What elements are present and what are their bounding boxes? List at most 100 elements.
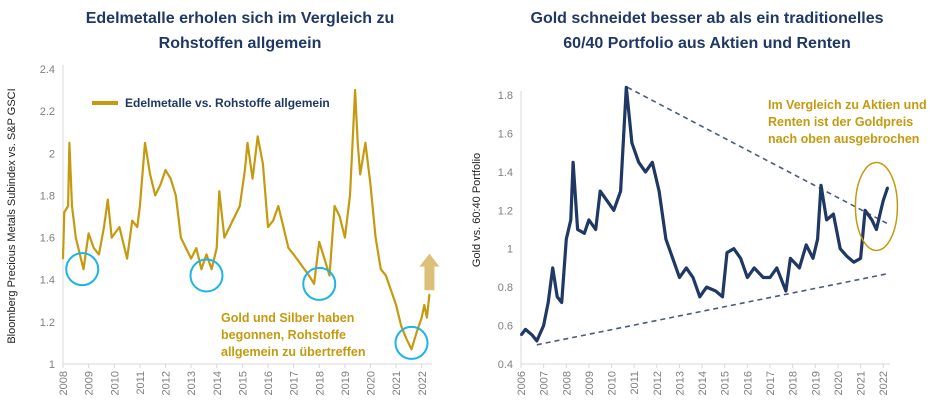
data-point (390, 289, 392, 292)
data-point (344, 236, 346, 239)
trendline (627, 86, 889, 225)
data-point (678, 276, 681, 279)
data-point (292, 253, 295, 256)
x-tick-label: 2022 (417, 371, 429, 395)
x-tick-label: 2006 (516, 371, 528, 395)
highlight-ellipse (854, 161, 899, 252)
data-point (685, 267, 688, 269)
data-point (769, 276, 771, 279)
data-point (62, 257, 64, 260)
data-point (144, 141, 146, 144)
data-point (859, 257, 862, 260)
data-point (369, 184, 372, 186)
x-tick-label: 2016 (263, 371, 275, 395)
annotation-line3: allgemein zu übertreffen (221, 345, 365, 359)
data-point (395, 304, 397, 306)
x-tick-label: 2009 (84, 371, 96, 395)
data-point (570, 219, 572, 221)
data-point (282, 226, 285, 228)
data-point (356, 141, 359, 144)
y-tick-label: 1.4 (498, 167, 513, 179)
data-point (239, 205, 241, 207)
data-point (846, 255, 848, 258)
x-tick-label: 2010 (607, 371, 619, 395)
data-point (714, 290, 717, 292)
data-point (262, 163, 264, 165)
legend-label: Edelmetalle vs. Rohstoffe allgemein (125, 96, 330, 110)
x-tick-label: 2022 (878, 371, 890, 395)
data-point (98, 253, 100, 256)
x-tick-label: 2021 (391, 371, 403, 395)
x-tick-label: 2015 (720, 371, 732, 395)
data-point (92, 247, 95, 249)
x-tick-label: 2007 (539, 371, 551, 395)
data-point (671, 257, 674, 260)
data-point (739, 257, 742, 260)
data-point (762, 276, 765, 279)
y-tick-label: 1.2 (40, 317, 55, 329)
data-point (136, 226, 139, 228)
data-point (753, 267, 755, 269)
data-point (665, 238, 667, 240)
right-chart-title-line1: Gold schneidet besser ab als ein traditi… (531, 10, 884, 27)
data-point (531, 334, 534, 336)
data-point (200, 268, 203, 270)
data-point (244, 169, 246, 171)
data-point (547, 301, 549, 304)
data-point (619, 190, 622, 192)
data-point (185, 247, 187, 249)
left-y-axis-label: Bloomberg Precious Metals Subindex vs. S… (6, 88, 18, 343)
data-point (613, 209, 615, 212)
data-point (556, 295, 559, 298)
x-tick-label: 2017 (289, 371, 301, 395)
data-point (606, 199, 608, 202)
data-point (118, 226, 121, 228)
data-point (565, 238, 568, 240)
data-point (726, 251, 728, 254)
x-tick-label: 2010 (109, 371, 121, 395)
up-arrow-icon (419, 253, 440, 291)
data-point (272, 219, 274, 222)
annotation-line1: Im Vergleich zu Aktien und (768, 98, 927, 112)
y-tick-label: 1.6 (498, 128, 513, 140)
y-tick-label: 0.6 (498, 321, 513, 333)
data-point (359, 173, 362, 176)
x-tick-label: 2018 (788, 371, 800, 395)
data-point (228, 226, 231, 228)
data-point (126, 257, 128, 260)
data-point (805, 244, 808, 246)
left-annotation: Gold und Silber haben begonnen, Rohstoff… (221, 311, 365, 359)
x-tick-label: 2014 (697, 371, 709, 395)
data-point (63, 211, 66, 214)
data-point (103, 226, 105, 228)
data-point (195, 247, 198, 249)
series-line (519, 85, 890, 343)
data-point (520, 334, 522, 336)
data-point (205, 253, 208, 256)
left-chart: Edelmetalle erholen sich im Vergleich zu… (6, 10, 440, 395)
data-point (379, 268, 382, 270)
annotation-line2: Renten ist der Goldpreis (768, 115, 913, 129)
data-point (323, 257, 326, 260)
data-point (721, 295, 724, 298)
data-point (560, 301, 563, 304)
data-point (746, 276, 749, 279)
y-tick-label: 0.8 (498, 282, 513, 294)
y-tick-label: 1.8 (498, 90, 513, 102)
data-point (256, 135, 259, 138)
data-point (287, 247, 290, 249)
x-tick-label: 2018 (314, 371, 326, 395)
right-chart-title-line2: 60/40 Portfolio aus Aktien und Renten (563, 35, 850, 52)
data-point (223, 236, 226, 239)
data-point (423, 304, 426, 306)
data-point (180, 236, 182, 239)
data-point (338, 215, 341, 218)
data-point (385, 274, 387, 277)
x-tick-label: 2021 (856, 371, 868, 395)
data-point (215, 247, 218, 249)
y-tick-label: 1.4 (40, 275, 55, 287)
data-point (80, 257, 82, 260)
data-point (776, 267, 778, 269)
data-point (658, 190, 660, 192)
